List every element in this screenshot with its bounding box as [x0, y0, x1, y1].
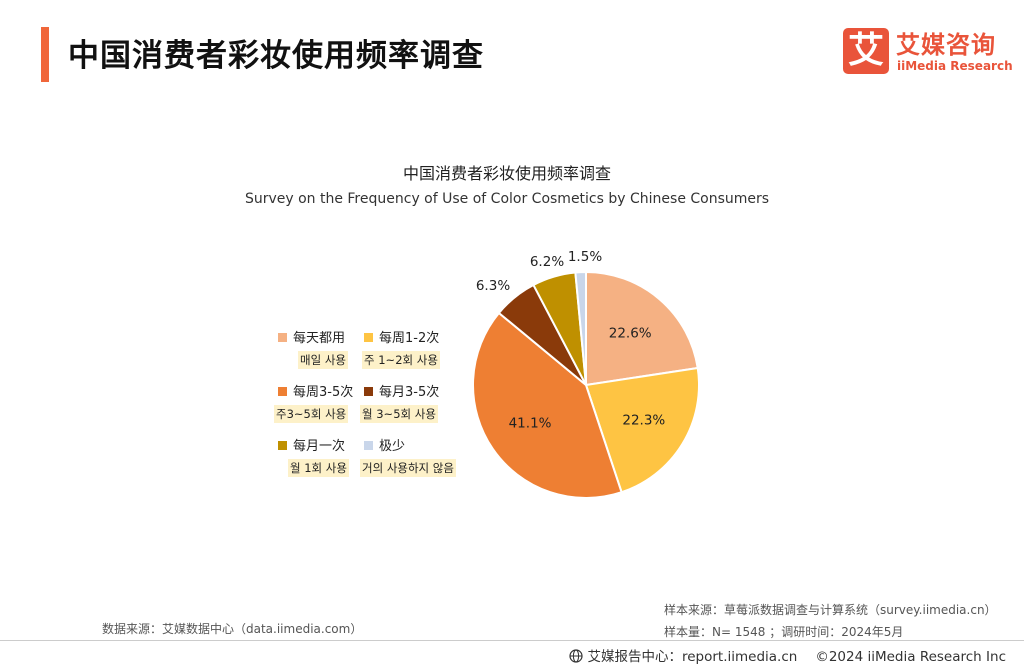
legend-swatch: [278, 441, 287, 450]
sample-source-note: 样本来源：草莓派数据调查与计算系统（survey.iimedia.cn）: [664, 603, 997, 617]
legend-swatch: [278, 387, 287, 396]
page-title: 中国消费者彩妆使用频率调查: [68, 38, 484, 74]
slice-data-label: 6.2%: [530, 254, 564, 270]
legend-swatch: [278, 333, 287, 342]
legend-label-korean: 월 3~5회 사용: [360, 405, 438, 423]
copyright-text: ©2024 iiMedia Research Inc: [815, 649, 1006, 665]
logo-chinese-name: 艾媒咨询: [896, 31, 996, 59]
slice-data-label: 1.5%: [568, 249, 602, 265]
legend-label: 极少: [379, 439, 406, 454]
legend-label: 每周1-2次: [379, 331, 440, 346]
report-center-link[interactable]: 艾媒报告中心：report.iimedia.cn: [587, 649, 798, 665]
pie-slice: [574, 270, 587, 386]
legend-label: 每周3-5次: [293, 385, 354, 400]
data-source-note: 数据来源：艾媒数据中心（data.iimedia.com）: [102, 622, 363, 636]
slice-data-label: 6.3%: [476, 278, 510, 294]
pie-slice: [585, 270, 699, 387]
slice-data-label: 22.6%: [609, 326, 652, 342]
brand-logo: 艾 艾媒咨询 iiMedia Research: [843, 28, 1013, 78]
legend-item: 极少 거의 사용하지 않음: [360, 435, 456, 477]
globe-icon: [569, 649, 584, 665]
legend-label: 每天都用: [293, 331, 346, 346]
legend-label: 每月3-5次: [379, 385, 440, 400]
legend-item: 每月一次 월 1회 사용: [278, 435, 349, 477]
legend-label-korean: 주 1~2회 사용: [362, 351, 440, 369]
footer: 艾媒报告中心：report.iimedia.cn ©2024 iiMedia Re…: [569, 645, 1006, 665]
legend-label: 每月一次: [293, 439, 346, 454]
slice-data-label: 41.1%: [509, 415, 552, 431]
legend-label-korean: 주3~5회 사용: [274, 405, 349, 423]
legend-item: 每周3-5次 주3~5회 사용: [274, 381, 354, 423]
legend-item: 每月3-5次 월 3~5회 사용: [360, 381, 440, 423]
logo-english-name: iiMedia Research: [897, 59, 1013, 73]
pie-slice: [584, 366, 700, 494]
chart-legend: 每天都用 매일 사용 每周1-2次 주 1~2회 사용 每周3-5次 주3~5회…: [270, 322, 470, 477]
sample-size-note: 样本量：N= 1548 ；调研时间：2024年5月: [664, 625, 904, 639]
chart-subtitle: Survey on the Frequency of Use of Color …: [244, 191, 770, 207]
legend-swatch: [364, 387, 373, 396]
slice-data-label: 22.3%: [622, 412, 665, 428]
title-accent-bar: [41, 27, 49, 82]
legend-item: 每周1-2次 주 1~2회 사용: [362, 327, 440, 369]
pie-slice: [472, 311, 623, 499]
legend-label-korean: 월 1회 사용: [288, 459, 349, 477]
legend-label-korean: 거의 사용하지 않음: [360, 459, 456, 477]
chart-title: 中国消费者彩妆使用频率调查: [402, 164, 611, 183]
legend-item: 每天都用 매일 사용: [278, 327, 348, 369]
legend-swatch: [364, 333, 373, 342]
legend-swatch: [364, 441, 373, 450]
logo-mark-icon: 艾: [843, 28, 889, 74]
legend-label-korean: 매일 사용: [298, 351, 348, 369]
footer-divider: [0, 640, 1024, 641]
